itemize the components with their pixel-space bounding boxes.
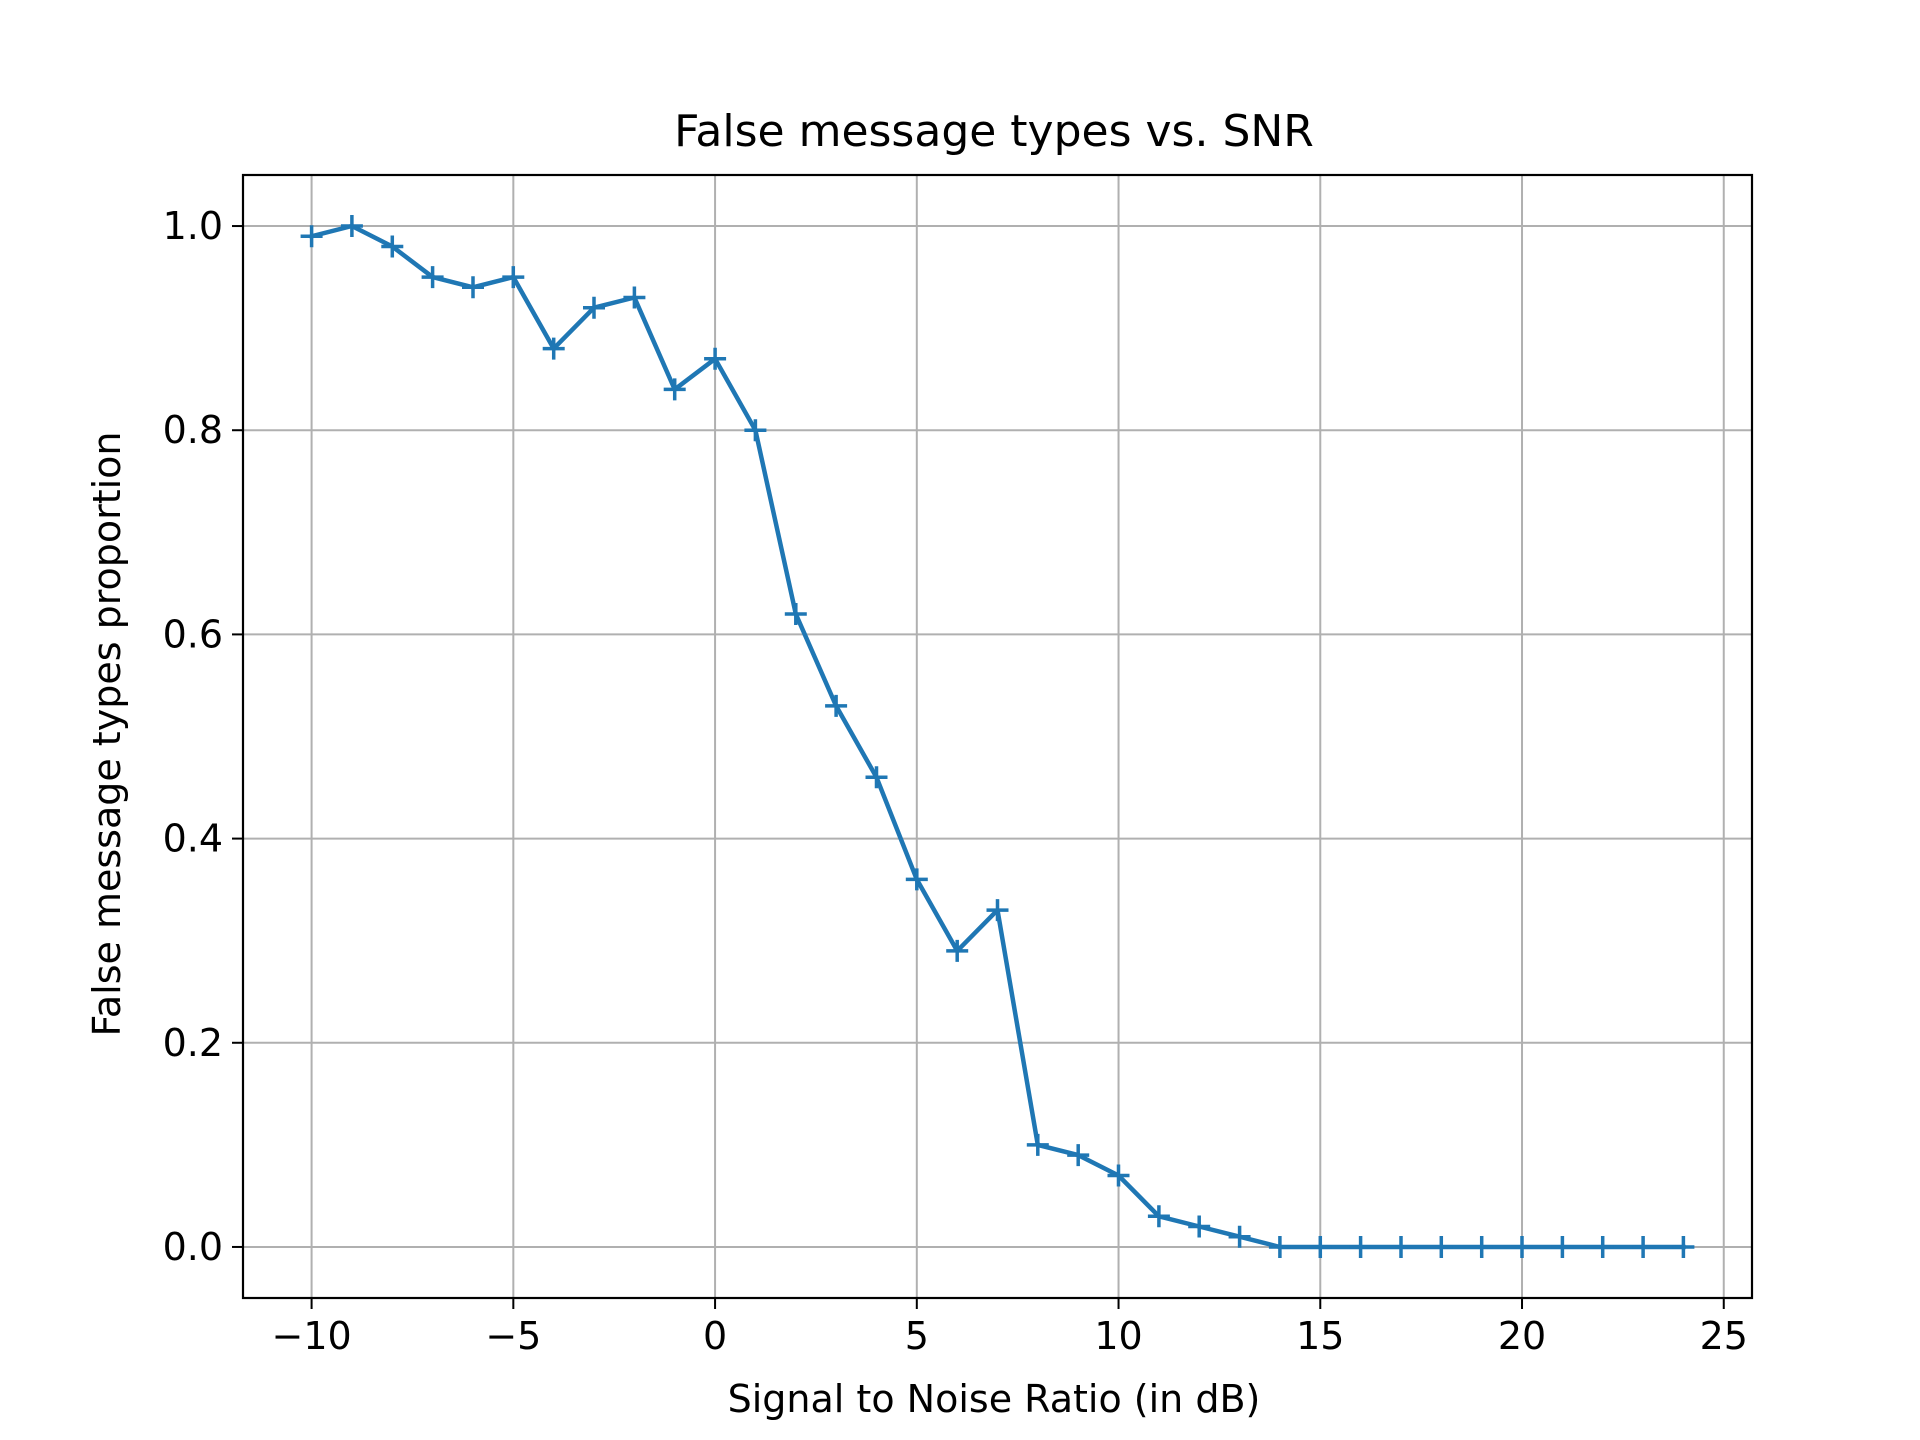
data-point-marker: [1188, 1215, 1211, 1238]
y-axis-label: False message types proportion: [85, 431, 129, 1036]
data-point-marker: [1591, 1236, 1614, 1258]
data-point-marker: [340, 215, 363, 237]
data-point-marker: [623, 286, 646, 309]
x-tick-label: 25: [1700, 1314, 1748, 1358]
grid: [243, 175, 1752, 1298]
data-point-marker: [1430, 1236, 1453, 1258]
data-point-marker: [946, 939, 969, 962]
y-tick-label: 0.0: [163, 1225, 223, 1269]
data-point-marker: [1551, 1236, 1574, 1258]
series-layer: [300, 215, 1695, 1258]
axes: −10 −5 0 5 10 15 20 25 0.0 0.2 0.4 0.6 0.8 1.0: [163, 204, 1748, 1358]
y-tick-label: 1.0: [163, 204, 223, 248]
data-point-marker: [462, 276, 484, 299]
data-point-marker: [1470, 1236, 1493, 1258]
data-point-marker: [744, 419, 767, 442]
x-tick-label: 15: [1296, 1314, 1344, 1358]
data-point-marker: [1632, 1236, 1655, 1258]
data-point-marker: [1349, 1236, 1372, 1258]
data-point-marker: [1672, 1236, 1695, 1258]
data-point-marker: [1390, 1236, 1412, 1258]
data-point-marker: [300, 225, 323, 248]
data-point-marker: [1511, 1236, 1533, 1258]
data-point-marker: [502, 266, 525, 289]
plot-frame: [241, 173, 1754, 1300]
data-point-marker: [1026, 1133, 1049, 1156]
data-point-marker: [583, 296, 605, 319]
data-point-marker: [1228, 1225, 1251, 1248]
x-tick-label: 5: [905, 1314, 929, 1358]
data-point-marker: [1309, 1236, 1332, 1258]
x-axis-label: Signal to Noise Ratio (in dB): [728, 1377, 1261, 1421]
chart-title: False message types vs. SNR: [674, 106, 1314, 157]
data-point-marker: [542, 337, 565, 360]
data-point-marker: [986, 899, 1009, 922]
data-point-marker: [1147, 1205, 1170, 1228]
data-point-marker: [784, 603, 807, 625]
data-point-marker: [381, 235, 404, 258]
data-point-marker: [704, 347, 727, 370]
data-point-marker: [1107, 1164, 1130, 1187]
x-tick-label: −5: [485, 1314, 541, 1358]
data-point-marker: [421, 266, 444, 289]
x-tick-label: 20: [1498, 1314, 1546, 1358]
y-tick-label: 0.6: [163, 612, 223, 656]
data-point-marker: [1268, 1236, 1291, 1258]
data-point-marker: [865, 766, 888, 789]
data-point-marker: [905, 868, 928, 891]
y-tick-label: 0.4: [163, 817, 223, 861]
x-tick-label: 0: [703, 1314, 727, 1358]
x-tick-label: 10: [1094, 1314, 1142, 1358]
y-tick-label: 0.2: [163, 1021, 223, 1065]
y-tick-label: 0.8: [163, 408, 223, 452]
x-tick-label: −10: [271, 1314, 351, 1358]
data-point-marker: [663, 378, 686, 401]
data-point-marker: [825, 694, 848, 717]
data-point-marker: [1067, 1144, 1090, 1167]
